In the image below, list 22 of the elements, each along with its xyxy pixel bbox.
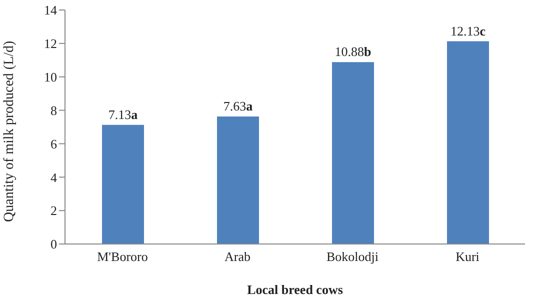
data-label: 12.13c: [450, 23, 486, 38]
x-tick-label: M'Bororo: [97, 249, 148, 264]
y-tick-label: 2: [50, 203, 57, 218]
data-label: 7.63a: [223, 98, 254, 114]
x-axis-title: Local breed cows: [247, 282, 343, 297]
y-tick-label: 12: [44, 36, 57, 52]
x-tick-label: Kuri: [456, 249, 480, 264]
y-axis-title: Quantity of milk produced (L/d): [2, 40, 17, 222]
y-tick-label: 14: [44, 2, 58, 18]
y-tick-label: 10: [44, 69, 57, 84]
x-tick-label: Bokolodji: [326, 249, 379, 264]
bar: [332, 62, 374, 244]
bar: [447, 41, 489, 244]
data-label: 7.13a: [108, 106, 138, 122]
y-tick-label: 4: [50, 170, 58, 185]
y-tick-label: 8: [50, 102, 57, 118]
bar: [217, 116, 259, 244]
y-tick-label: 6: [50, 136, 58, 152]
data-label: 10.88b: [334, 44, 372, 60]
y-tick-label: 0: [50, 236, 57, 252]
bar: [102, 124, 144, 244]
x-tick-label: Arab: [224, 249, 250, 264]
